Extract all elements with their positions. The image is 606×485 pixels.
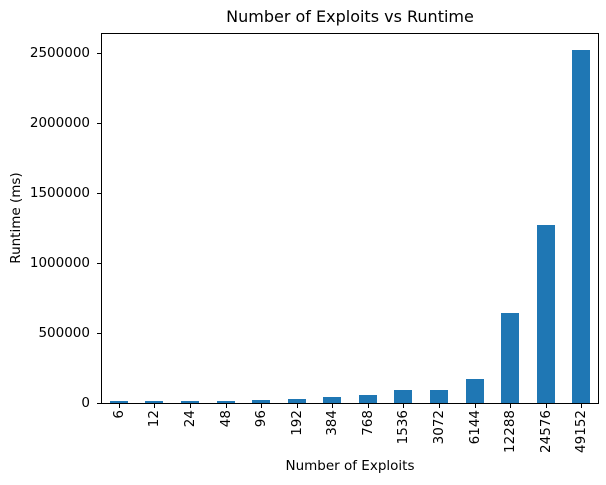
- y-tick-label-500000: 500000: [38, 325, 90, 341]
- y-tick-label-2500000: 2500000: [29, 45, 90, 61]
- bar-24576: [537, 225, 555, 403]
- x-tick-label-6144: 6144: [467, 410, 483, 445]
- x-tick-label-24: 24: [182, 410, 198, 428]
- x-tick-24: [190, 404, 191, 408]
- y-tick-2500000: [97, 53, 101, 54]
- x-tick-12288: [510, 404, 511, 408]
- bar-6: [110, 401, 128, 403]
- x-tick-49152: [581, 404, 582, 408]
- x-tick-label-96: 96: [253, 410, 269, 428]
- x-tick-24576: [546, 404, 547, 408]
- plot-area: [101, 33, 599, 404]
- y-tick-2000000: [97, 123, 101, 124]
- x-tick-label-12: 12: [146, 410, 162, 428]
- y-tick-1500000: [97, 193, 101, 194]
- x-tick-192: [297, 404, 298, 408]
- bar-12288: [501, 313, 519, 403]
- bar-96: [252, 400, 270, 403]
- x-tick-label-192: 192: [289, 410, 305, 436]
- x-tick-96: [261, 404, 262, 408]
- bar-1536: [394, 390, 412, 403]
- x-tick-label-768: 768: [360, 410, 376, 436]
- chart-title: Number of Exploits vs Runtime: [226, 7, 474, 26]
- x-tick-label-6: 6: [111, 410, 127, 419]
- bar-6144: [466, 379, 484, 403]
- x-tick-6: [119, 404, 120, 408]
- bar-24: [181, 401, 199, 403]
- x-tick-1536: [403, 404, 404, 408]
- x-tick-label-48: 48: [218, 410, 234, 428]
- x-tick-label-1536: 1536: [395, 410, 411, 445]
- bar-192: [288, 399, 306, 403]
- y-tick-500000: [97, 333, 101, 334]
- bar-12: [145, 401, 163, 403]
- bar-384: [323, 397, 341, 403]
- x-tick-48: [226, 404, 227, 408]
- bar-3072: [430, 390, 448, 403]
- x-tick-6144: [475, 404, 476, 408]
- bar-48: [217, 401, 235, 403]
- y-tick-label-0: 0: [81, 395, 90, 411]
- bar-49152: [572, 50, 590, 403]
- x-tick-3072: [439, 404, 440, 408]
- x-tick-label-3072: 3072: [431, 410, 447, 445]
- y-tick-label-2000000: 2000000: [29, 115, 90, 131]
- x-tick-768: [368, 404, 369, 408]
- x-tick-384: [332, 404, 333, 408]
- y-tick-1000000: [97, 263, 101, 264]
- x-tick-label-12288: 12288: [502, 410, 518, 453]
- y-tick-label-1000000: 1000000: [29, 255, 90, 271]
- x-tick-label-24576: 24576: [538, 410, 554, 453]
- x-axis-label: Number of Exploits: [285, 458, 415, 474]
- y-tick-0: [97, 403, 101, 404]
- x-tick-label-49152: 49152: [573, 410, 589, 453]
- x-tick-12: [154, 404, 155, 408]
- bar-768: [359, 395, 377, 403]
- x-tick-label-384: 384: [324, 410, 340, 436]
- y-tick-label-1500000: 1500000: [29, 185, 90, 201]
